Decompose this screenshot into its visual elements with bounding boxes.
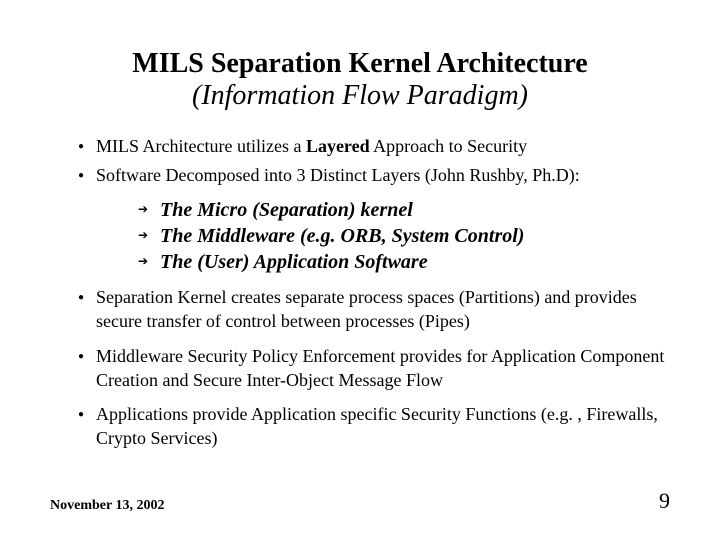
arrow-icon: ➔ bbox=[138, 197, 160, 218]
sub-bullet-text: The Micro (Separation) kernel bbox=[160, 197, 670, 223]
bullet-icon: ● bbox=[78, 134, 96, 154]
sub-bullet-text: The Middleware (e.g. ORB, System Control… bbox=[160, 223, 670, 249]
sub-bullet-text: The (User) Application Software bbox=[160, 249, 670, 275]
text-fragment: MILS Architecture utilizes a bbox=[96, 136, 306, 156]
bullet-item: ● Software Decomposed into 3 Distinct La… bbox=[78, 163, 670, 187]
footer: November 13, 2002 9 bbox=[50, 488, 670, 514]
bullet-text: Software Decomposed into 3 Distinct Laye… bbox=[96, 163, 670, 187]
bullet-item: ● Separation Kernel creates separate pro… bbox=[78, 285, 670, 334]
bullet-icon: ● bbox=[78, 402, 96, 422]
bullet-item: ● Applications provide Application speci… bbox=[78, 402, 670, 451]
bullet-text: Middleware Security Policy Enforcement p… bbox=[96, 344, 670, 393]
bullet-icon: ● bbox=[78, 285, 96, 305]
bullet-text: MILS Architecture utilizes a Layered App… bbox=[96, 134, 670, 158]
page-number: 9 bbox=[659, 488, 670, 514]
text-fragment: Approach to Security bbox=[370, 136, 527, 156]
bullet-text: Separation Kernel creates separate proce… bbox=[96, 285, 670, 334]
arrow-icon: ➔ bbox=[138, 223, 160, 244]
sub-bullet-item: ➔ The Middleware (e.g. ORB, System Contr… bbox=[138, 223, 670, 249]
sub-bullet-item: ➔ The (User) Application Software bbox=[138, 249, 670, 275]
footer-date: November 13, 2002 bbox=[50, 498, 164, 514]
bullet-item: ● MILS Architecture utilizes a Layered A… bbox=[78, 134, 670, 158]
text-strong: Layered bbox=[306, 136, 370, 156]
bullet-icon: ● bbox=[78, 344, 96, 364]
bullet-text: Applications provide Application specifi… bbox=[96, 402, 670, 451]
title-block: MILS Separation Kernel Architecture (Inf… bbox=[50, 48, 670, 112]
sub-bullet-list: ➔ The Micro (Separation) kernel ➔ The Mi… bbox=[138, 197, 670, 275]
title-line1: MILS Separation Kernel Architecture bbox=[50, 48, 670, 80]
bullet-item: ● Middleware Security Policy Enforcement… bbox=[78, 344, 670, 393]
bullet-list: ● MILS Architecture utilizes a Layered A… bbox=[78, 134, 670, 450]
title-line2: (Information Flow Paradigm) bbox=[50, 80, 670, 112]
slide: MILS Separation Kernel Architecture (Inf… bbox=[0, 0, 720, 540]
arrow-icon: ➔ bbox=[138, 249, 160, 270]
bullet-icon: ● bbox=[78, 163, 96, 183]
sub-bullet-item: ➔ The Micro (Separation) kernel bbox=[138, 197, 670, 223]
